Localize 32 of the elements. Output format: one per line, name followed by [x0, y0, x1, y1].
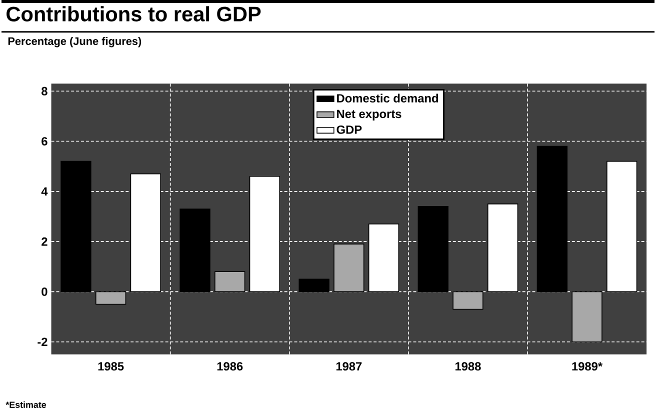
bar — [536, 146, 568, 292]
x-tick-label: 1989* — [572, 362, 603, 370]
bar — [298, 278, 330, 292]
y-tick-label: -2 — [38, 338, 48, 346]
bar — [130, 173, 161, 292]
x-tick-label: 1988 — [455, 362, 481, 370]
chart-title: Contributions to real GDP — [6, 6, 261, 22]
bar — [368, 224, 400, 292]
bar — [418, 206, 448, 292]
y-tick-label: 0 — [42, 287, 48, 296]
x-tick-label: 1986 — [217, 362, 243, 370]
legend-label: Domestic demand — [337, 94, 438, 102]
x-tick-label: 1987 — [336, 362, 362, 370]
y-tick-label: 4 — [41, 187, 48, 196]
bar — [606, 160, 638, 292]
text: *Estimate — [6, 401, 46, 408]
bar — [334, 244, 364, 292]
bar — [487, 204, 518, 292]
bar — [60, 160, 92, 292]
bar — [452, 291, 484, 310]
y-tick-label: 8 — [42, 86, 48, 96]
legend-label: Net exports — [337, 110, 402, 120]
y-tick-label: 6 — [42, 137, 48, 146]
y-tick-label: 2 — [42, 237, 48, 246]
bar — [180, 208, 210, 292]
x-tick-label: 1985 — [98, 362, 124, 370]
bar — [249, 176, 280, 292]
bar — [214, 271, 246, 292]
legend-label: GDP — [336, 125, 362, 134]
y-axis-title: Percentage (June figures) — [8, 36, 142, 48]
bar — [95, 291, 126, 305]
bar — [572, 291, 602, 342]
